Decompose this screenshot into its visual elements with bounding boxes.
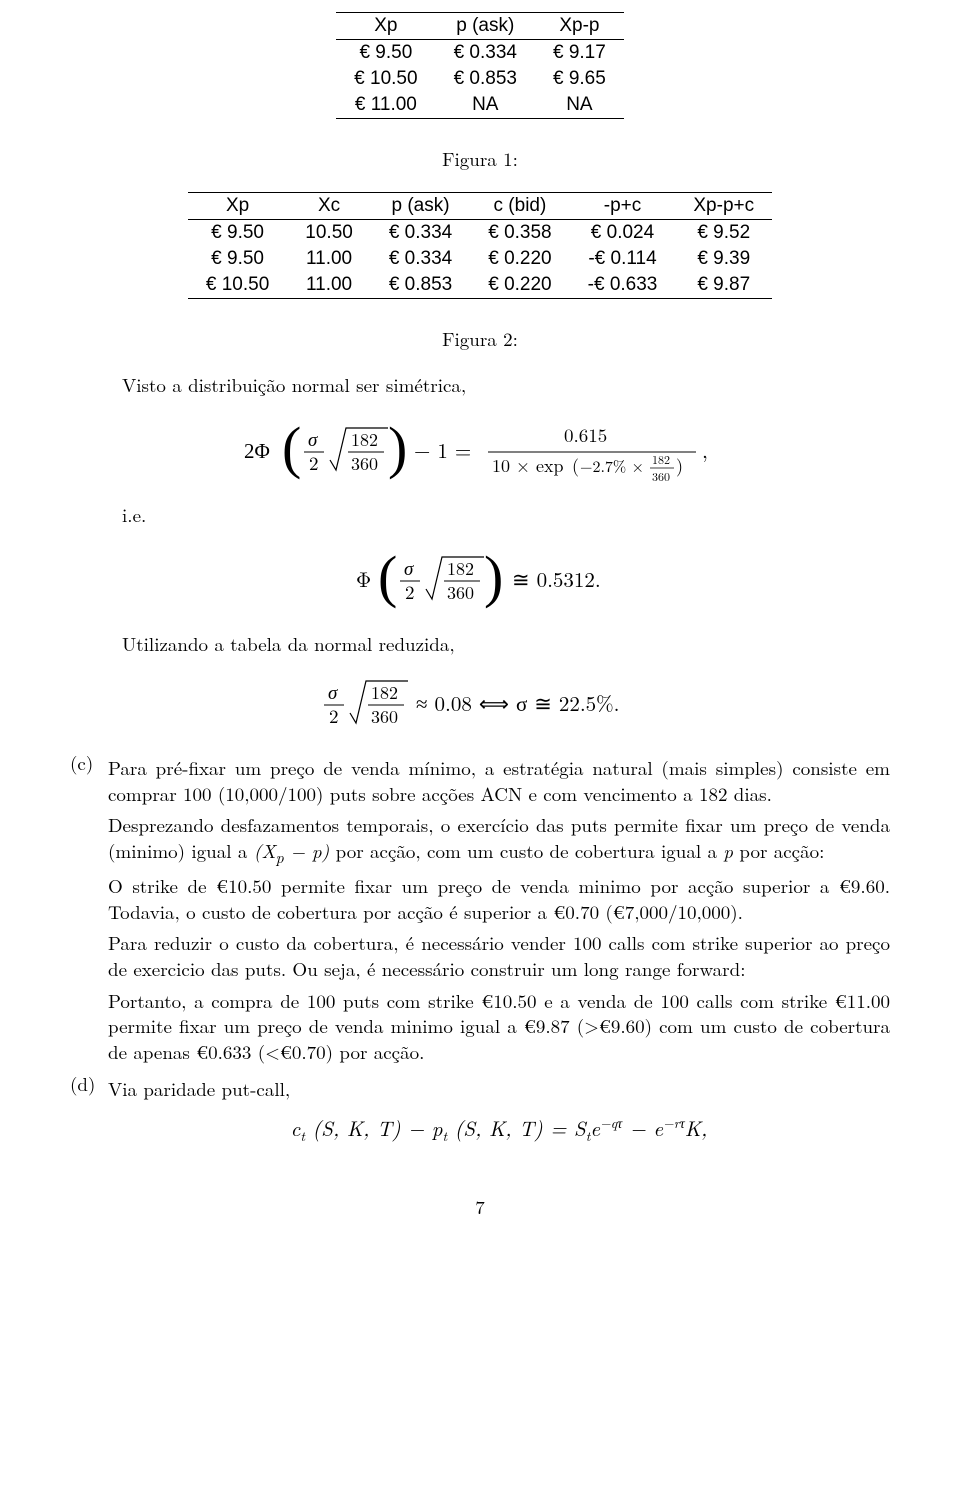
t1-h2: p (ask): [436, 13, 535, 40]
table-2: Xp Xc p (ask) c (bid) -p+c Xp-p+c € 9.50…: [188, 192, 772, 299]
svg-text:− 1 =: − 1 =: [414, 435, 471, 465]
svg-text:10 × exp: 10 × exp: [492, 453, 564, 478]
c-para-1: Para pré-fixar um preço de venda mínimo,…: [108, 755, 890, 806]
c-para-4: Para reduzir o custo da cobertura, é nec…: [108, 930, 890, 981]
svg-text:≈ 0.08 ⟺ σ ≅ 22.5%.: ≈ 0.08 ⟺ σ ≅ 22.5%.: [416, 688, 620, 718]
svg-text:360: 360: [351, 451, 378, 476]
list-item-c: (c) Para pré-fixar um preço de venda mín…: [70, 749, 890, 1071]
page-number: 7: [70, 1193, 890, 1220]
svg-text:≅ 0.5312.: ≅ 0.5312.: [512, 564, 601, 594]
equation-4: ct (S, K, T) − pt (S, K, T) = Ste−qτ − e…: [108, 1116, 890, 1143]
table-row: € 10.50 € 0.853 € 9.65: [336, 66, 624, 92]
svg-text:182: 182: [351, 427, 378, 452]
label-d: (d): [70, 1070, 108, 1157]
equation-1: 2Φ ( σ 2 182 360 ) − 1 = 0.615 10 ×: [122, 412, 890, 488]
text-intro: Visto a distribuição normal ser simétric…: [122, 372, 890, 398]
svg-text:360: 360: [371, 704, 398, 729]
t1-h1: Xp: [336, 13, 435, 40]
svg-text:0.615: 0.615: [564, 421, 607, 448]
svg-text:σ: σ: [328, 678, 338, 705]
table-row: € 10.50 11.00 € 0.853 € 0.220 -€ 0.633 €…: [188, 272, 772, 299]
d-para-1: Via paridade put-call,: [108, 1076, 890, 1102]
svg-text:−2.7% ×: −2.7% ×: [580, 454, 644, 477]
text-util: Utilizando a tabela da normal reduzida,: [122, 631, 890, 657]
svg-text:182: 182: [371, 680, 398, 705]
table-row: € 9.50 € 0.334 € 9.17: [336, 40, 624, 67]
c-para-2: Desprezando desfazamentos temporais, o e…: [108, 812, 890, 867]
list-item-d: (d) Via paridade put-call, ct (S, K, T) …: [70, 1070, 890, 1157]
equation-3: σ 2 182 360 ≈ 0.08 ⟺ σ ≅ 22.5%.: [122, 671, 890, 735]
svg-text:): ): [484, 544, 503, 609]
svg-text:360: 360: [447, 580, 474, 605]
svg-text:): ): [676, 453, 683, 478]
svg-text:360: 360: [652, 468, 670, 485]
svg-text:2: 2: [329, 702, 339, 729]
caption-1: Figura 1:: [70, 145, 890, 172]
caption-2: Figura 2:: [70, 325, 890, 352]
label-c: (c): [70, 749, 108, 1071]
svg-text:182: 182: [447, 556, 474, 581]
svg-text:182: 182: [652, 451, 670, 468]
svg-text:Φ: Φ: [356, 564, 371, 594]
svg-text:σ: σ: [308, 425, 318, 452]
svg-text:(: (: [378, 544, 397, 609]
svg-text:): ): [388, 415, 407, 480]
svg-text:2: 2: [405, 578, 415, 605]
svg-text:2: 2: [309, 449, 319, 476]
svg-text:,: ,: [702, 435, 708, 465]
table-row: € 9.50 11.00 € 0.334 € 0.220 -€ 0.114 € …: [188, 246, 772, 272]
c-para-5: Portanto, a compra de 100 puts com strik…: [108, 988, 890, 1065]
table-row: € 9.50 10.50 € 0.334 € 0.358 € 0.024 € 9…: [188, 220, 772, 247]
t1-h3: Xp-p: [535, 13, 624, 40]
svg-text:(: (: [572, 453, 579, 478]
svg-text:(: (: [282, 415, 301, 480]
table-1: Xp p (ask) Xp-p € 9.50 € 0.334 € 9.17 € …: [336, 12, 624, 119]
eq1-2phi: 2Φ: [244, 439, 270, 463]
text-ie: i.e.: [122, 502, 890, 528]
svg-text:σ: σ: [404, 554, 414, 581]
table-row: € 11.00 NA NA: [336, 92, 624, 119]
equation-2: Φ ( σ 2 182 360 ) ≅ 0.5312.: [122, 541, 890, 617]
c-para-3: O strike de €10.50 permite fixar um preç…: [108, 873, 890, 924]
